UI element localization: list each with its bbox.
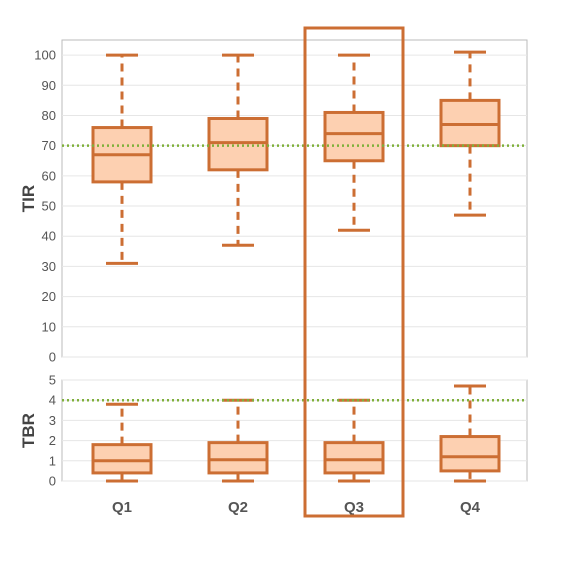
iqr-box [439,98,501,148]
tir-y-tick-label: 90 [42,78,56,93]
tir-y-axis-label: TIR [19,185,38,212]
category-labels: Q1 Q2 Q3 Q4 [112,499,481,516]
tbr-y-tick-label: 2 [49,433,56,448]
iqr-box [207,116,269,172]
tir-y-tick-label: 80 [42,108,56,123]
tbr-y-tick-label: 4 [49,393,56,408]
q3-highlight-frame [303,26,405,518]
tbr-box-q3 [323,398,385,483]
iqr-box [323,110,385,163]
tir-y-tick-label: 40 [42,229,56,244]
tbr-y-tick-label: 1 [49,453,56,468]
tir-y-tick-label: 0 [49,350,56,365]
tir-plot-frame [61,39,528,358]
iqr-box [207,441,269,475]
tbr-y-axis-label: TBR [19,413,38,448]
tir-y-tick-label: 70 [42,138,56,153]
category-label-q2: Q2 [228,499,248,516]
tbr-box-q4 [439,384,501,483]
tbr-panel: 0 1 2 3 4 5 TBR [19,373,528,489]
tbr-y-tick-label: 3 [49,413,56,428]
tbr-box-q1 [91,402,153,483]
tir-box-q3 [323,53,385,232]
tir-y-tick-label: 50 [42,199,56,214]
iqr-box [91,443,153,475]
tbr-y-tick-label: 5 [49,373,56,388]
tir-box-q4 [439,50,501,217]
tir-box-q2 [207,53,269,247]
category-label-q3: Q3 [344,499,364,516]
category-label-q1: Q1 [112,499,132,516]
tir-y-tick-label: 100 [34,48,56,63]
iqr-box [439,435,501,473]
tir-y-tick-label: 20 [42,289,56,304]
tir-y-tick-label: 10 [42,319,56,334]
iqr-box [323,441,385,475]
tir-box-q1 [91,53,153,265]
tir-y-tick-label: 30 [42,259,56,274]
tir-panel: 0 10 20 30 40 50 60 70 80 90 100 TIR [19,39,528,365]
tir-y-tick-label: 60 [42,168,56,183]
category-label-q4: Q4 [460,499,481,516]
tbr-y-tick-label: 0 [49,474,56,489]
